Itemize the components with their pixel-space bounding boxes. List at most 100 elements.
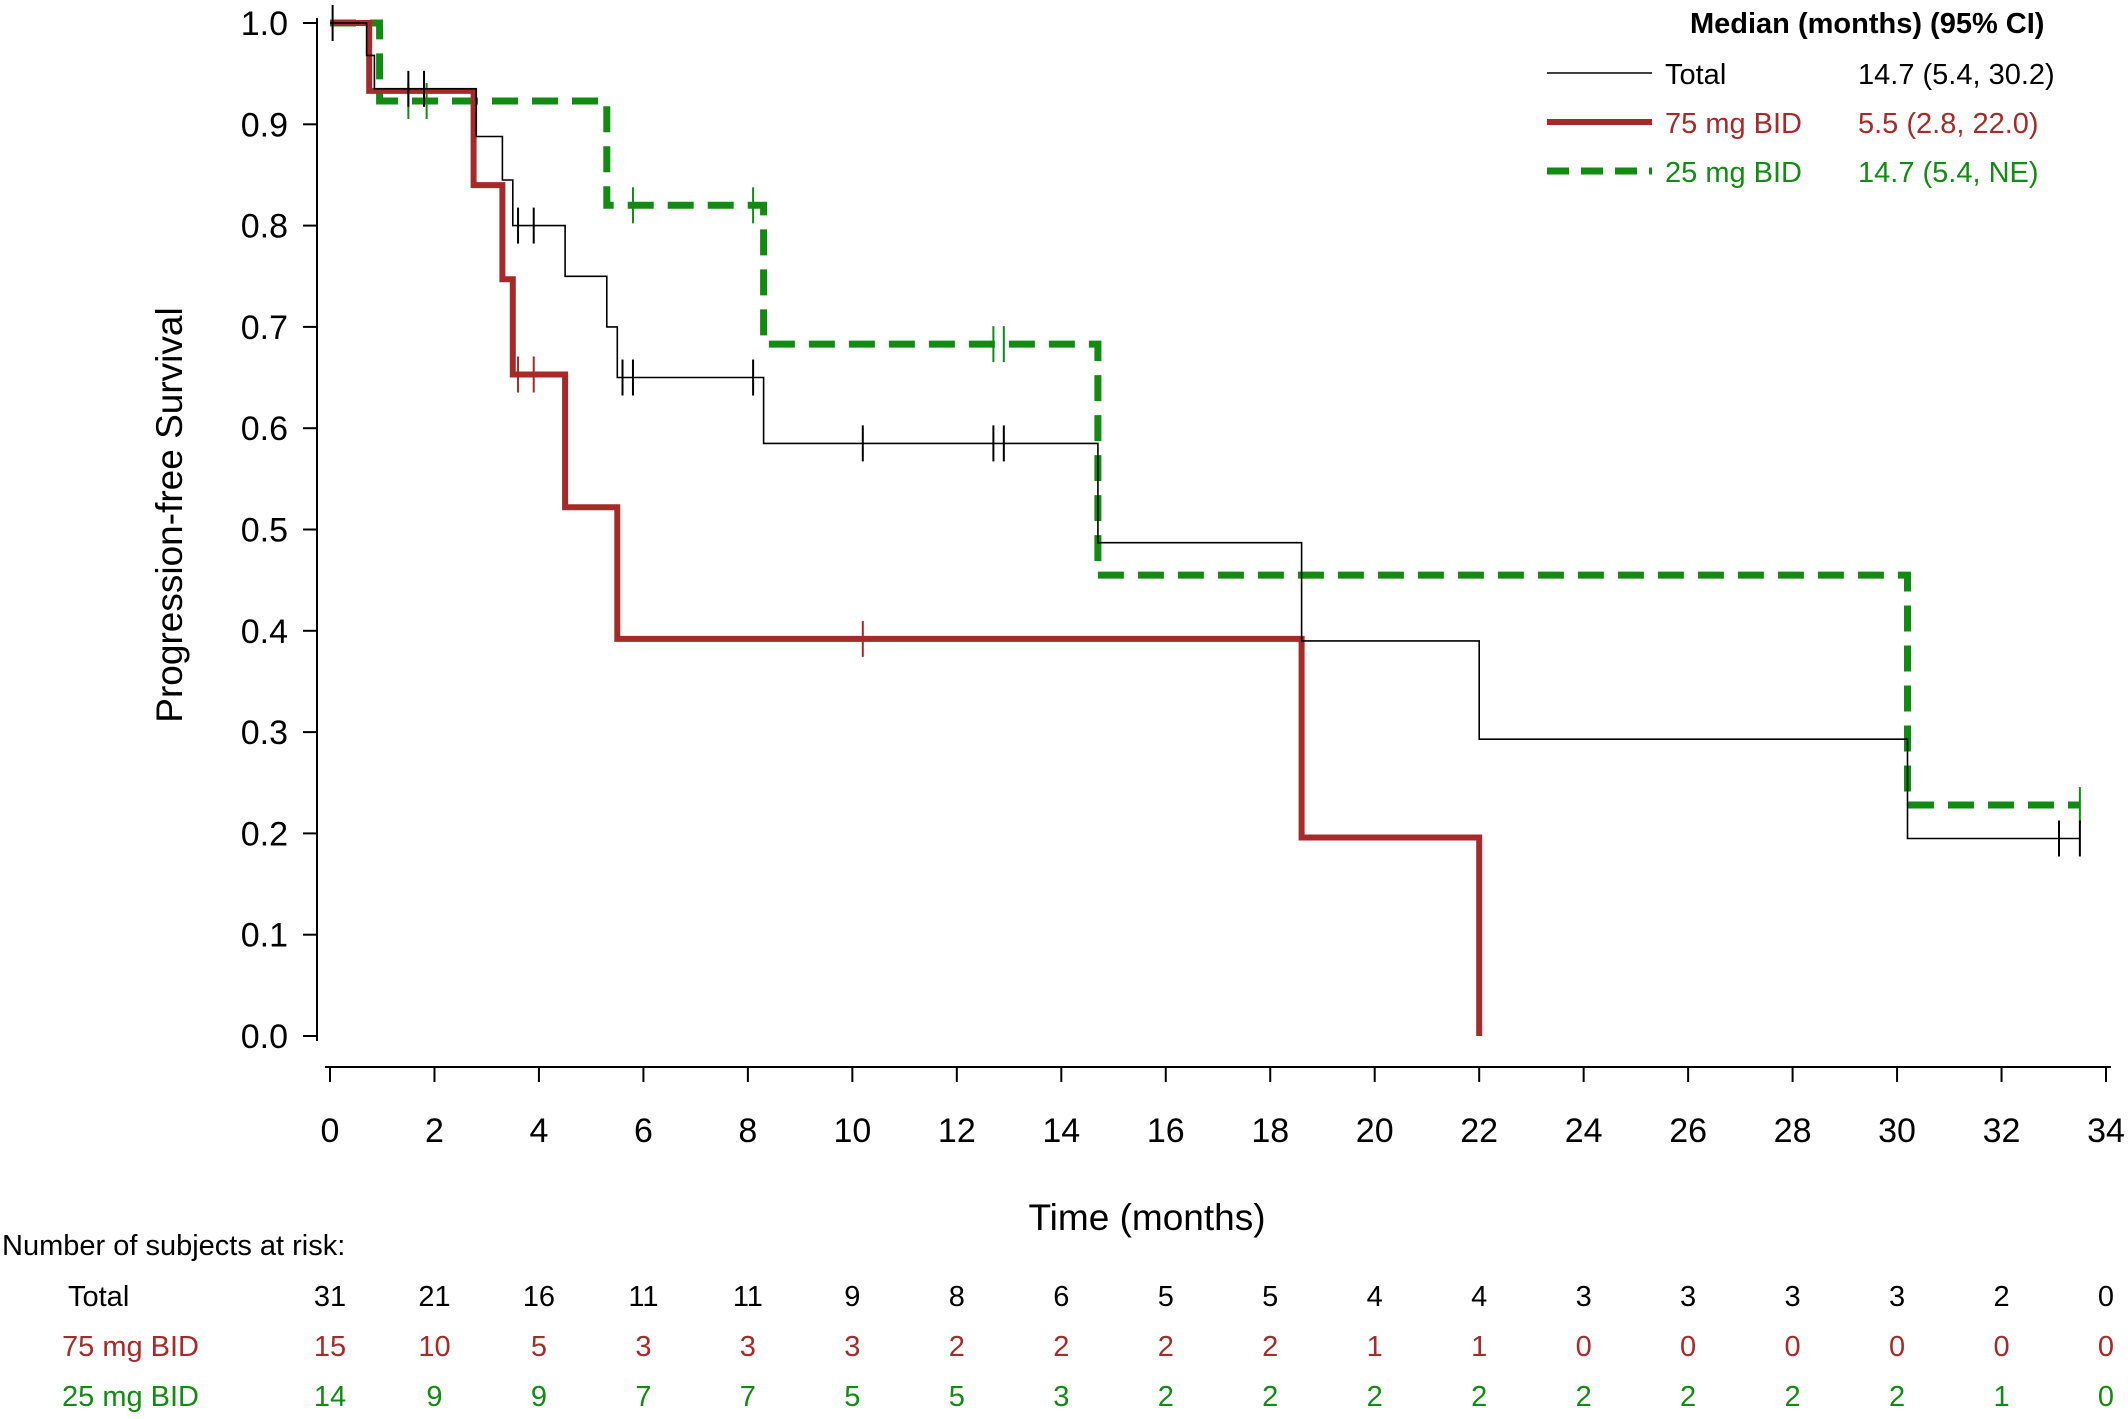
x-tick-label: 10 bbox=[833, 1112, 871, 1150]
axes: 0.00.10.20.30.40.50.60.70.80.91.00 2 4 6 8 10… bbox=[241, 5, 2125, 1150]
x-tick-label: 4 bbox=[529, 1112, 548, 1150]
risk-table: Total 31 21 16 11 11 9 8 6 5 5 4 4 3 3 3 3 2 075 mg BID 15 1… bbox=[62, 1281, 2114, 1413]
risk-count: 2 bbox=[1262, 1381, 1278, 1413]
y-tick-label: 0.4 bbox=[241, 613, 288, 651]
risk-count: 0 bbox=[1993, 1331, 2009, 1363]
x-tick-label: 12 bbox=[938, 1112, 976, 1150]
risk-count: 3 bbox=[1889, 1281, 1905, 1313]
y-tick-label: 0.2 bbox=[241, 815, 288, 853]
risk-count: 0 bbox=[2098, 1281, 2114, 1313]
x-tick-label: 34 bbox=[2087, 1112, 2125, 1150]
risk-count: 2 bbox=[1367, 1381, 1383, 1413]
risk-count: 6 bbox=[1053, 1281, 1069, 1313]
risk-count: 3 bbox=[635, 1331, 651, 1363]
risk-count: 7 bbox=[740, 1381, 756, 1413]
risk-count: 5 bbox=[844, 1381, 860, 1413]
risk-count: 9 bbox=[426, 1381, 442, 1413]
x-tick-label: 26 bbox=[1669, 1112, 1707, 1150]
risk-count: 9 bbox=[844, 1281, 860, 1313]
risk-count: 3 bbox=[1680, 1281, 1696, 1313]
risk-count: 7 bbox=[635, 1381, 651, 1413]
risk-count: 3 bbox=[1053, 1381, 1069, 1413]
risk-count: 2 bbox=[1785, 1381, 1801, 1413]
risk-count: 15 bbox=[314, 1331, 346, 1363]
legend-median: 14.7 (5.4, NE) bbox=[1858, 157, 2039, 189]
risk-count: 5 bbox=[531, 1331, 547, 1363]
x-tick-label: 28 bbox=[1774, 1112, 1812, 1150]
risk-count: 11 bbox=[733, 1281, 763, 1313]
risk-count: 2 bbox=[949, 1331, 965, 1363]
y-tick-label: 0.7 bbox=[241, 309, 288, 347]
risk-count: 3 bbox=[1785, 1281, 1801, 1313]
risk-row-label: 75 mg BID bbox=[62, 1331, 199, 1363]
y-tick-label: 0.5 bbox=[241, 512, 288, 550]
risk-count: 2 bbox=[1158, 1381, 1174, 1413]
risk-count: 21 bbox=[418, 1281, 450, 1313]
risk-table-title: Number of subjects at risk: bbox=[2, 1230, 345, 1262]
legend-label: 25 mg BID bbox=[1665, 157, 1802, 189]
risk-count: 8 bbox=[949, 1281, 965, 1313]
risk-count: 2 bbox=[1471, 1381, 1487, 1413]
risk-count: 0 bbox=[2098, 1331, 2114, 1363]
legend-median: 5.5 (2.8, 22.0) bbox=[1858, 108, 2039, 140]
risk-count: 2 bbox=[1053, 1331, 1069, 1363]
risk-count: 2 bbox=[1889, 1381, 1905, 1413]
risk-count: 1 bbox=[1367, 1331, 1383, 1363]
risk-count: 2 bbox=[1158, 1331, 1174, 1363]
legend-median: 14.7 (5.4, 30.2) bbox=[1858, 59, 2055, 91]
y-tick-label: 1.0 bbox=[241, 5, 288, 43]
risk-count: 31 bbox=[314, 1281, 346, 1313]
risk-count: 0 bbox=[2098, 1381, 2114, 1413]
risk-count: 0 bbox=[1889, 1331, 1905, 1363]
legend-header: Median (months) (95% CI) bbox=[1690, 8, 2044, 40]
x-tick-label: 24 bbox=[1565, 1112, 1603, 1150]
risk-count: 9 bbox=[531, 1381, 547, 1413]
y-axis-label: Progression-free Survival bbox=[149, 307, 190, 722]
risk-count: 11 bbox=[628, 1281, 658, 1313]
x-axis-label: Time (months) bbox=[1028, 1197, 1265, 1238]
risk-count: 3 bbox=[844, 1331, 860, 1363]
x-tick-label: 18 bbox=[1251, 1112, 1289, 1150]
x-tick-label: 20 bbox=[1356, 1112, 1394, 1150]
x-tick-label: 22 bbox=[1460, 1112, 1498, 1150]
x-tick-label: 30 bbox=[1878, 1112, 1916, 1150]
y-tick-label: 0.1 bbox=[241, 917, 288, 955]
legend: Total 14.7 (5.4, 30.2) 75 mg BID 5.5 (2.8, … bbox=[1547, 59, 2055, 189]
series-line bbox=[330, 22, 2080, 840]
risk-count: 4 bbox=[1367, 1281, 1383, 1313]
risk-row-label: 25 mg BID bbox=[62, 1381, 199, 1413]
risk-count: 14 bbox=[314, 1381, 346, 1413]
series-line bbox=[330, 20, 1483, 1036]
risk-count: 4 bbox=[1471, 1281, 1487, 1313]
risk-count: 0 bbox=[1785, 1331, 1801, 1363]
risk-count: 10 bbox=[418, 1331, 450, 1363]
x-tick-label: 32 bbox=[1983, 1112, 2021, 1150]
x-tick-label: 16 bbox=[1147, 1112, 1185, 1150]
legend-label: 75 mg BID bbox=[1665, 108, 1802, 140]
risk-count: 3 bbox=[740, 1331, 756, 1363]
legend-label: Total bbox=[1665, 59, 1726, 91]
series-group bbox=[330, 5, 2081, 1036]
x-tick-label: 0 bbox=[321, 1112, 340, 1150]
x-tick-label: 6 bbox=[634, 1112, 653, 1150]
risk-count: 1 bbox=[1993, 1381, 2009, 1413]
risk-count: 2 bbox=[1680, 1381, 1696, 1413]
y-tick-label: 0.3 bbox=[241, 714, 288, 752]
x-tick-label: 2 bbox=[425, 1112, 444, 1150]
y-tick-label: 0.6 bbox=[241, 410, 288, 448]
y-tick-label: 0.0 bbox=[241, 1018, 288, 1056]
risk-count: 16 bbox=[523, 1281, 555, 1313]
risk-count: 5 bbox=[1262, 1281, 1278, 1313]
series-line bbox=[330, 19, 2080, 809]
risk-row-label: Total bbox=[68, 1281, 129, 1313]
y-tick-label: 0.9 bbox=[241, 106, 288, 144]
risk-count: 3 bbox=[1576, 1281, 1592, 1313]
y-tick-label: 0.8 bbox=[241, 208, 288, 246]
x-tick-label: 14 bbox=[1042, 1112, 1080, 1150]
x-tick-label: 8 bbox=[738, 1112, 757, 1150]
risk-count: 5 bbox=[949, 1381, 965, 1413]
risk-count: 0 bbox=[1576, 1331, 1592, 1363]
risk-count: 2 bbox=[1262, 1331, 1278, 1363]
risk-count: 1 bbox=[1471, 1331, 1487, 1363]
